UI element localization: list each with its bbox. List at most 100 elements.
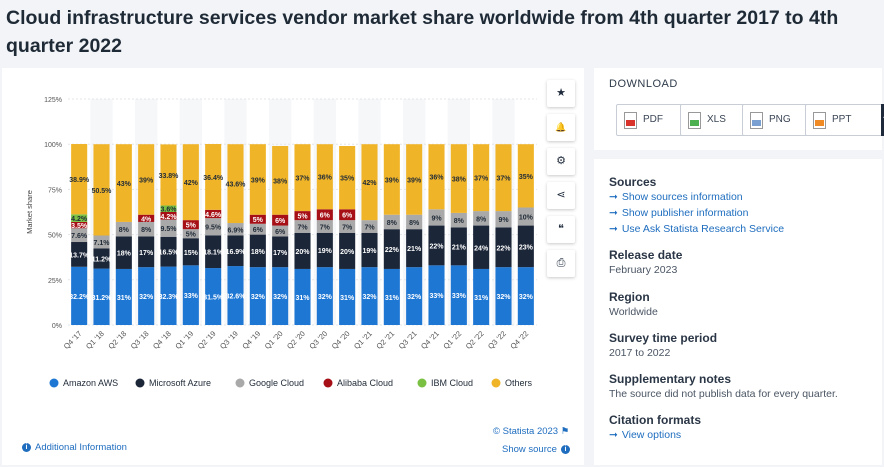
additional-information-link[interactable]: i Additional Information xyxy=(18,442,127,453)
bar-segment xyxy=(517,207,534,226)
share-icon[interactable]: ⋖ xyxy=(547,182,575,209)
bar-segment xyxy=(495,267,512,325)
bar-segment xyxy=(428,144,445,210)
data-label: 8% xyxy=(119,227,130,234)
star-icon[interactable]: ★ xyxy=(547,80,575,107)
bar-segment xyxy=(138,144,155,215)
y-tick-label: 25% xyxy=(48,278,62,285)
data-label: 22% xyxy=(429,243,444,250)
download-ppt-button[interactable]: PPT + xyxy=(805,104,884,136)
show-publisher-link[interactable]: ➞ Show publisher information xyxy=(609,207,748,219)
data-label: 6% xyxy=(275,229,286,236)
x-tick-label: Q3 '19 xyxy=(218,329,240,351)
data-label: 5% xyxy=(253,217,264,224)
bell-icon[interactable]: 🔔 xyxy=(547,114,575,141)
bar-segment xyxy=(205,144,222,210)
data-label: 39% xyxy=(139,177,154,184)
data-label: 38% xyxy=(452,177,467,184)
data-label: 36.4% xyxy=(203,175,224,182)
data-label: 9% xyxy=(498,217,509,224)
bar-segment xyxy=(93,144,110,236)
ask-research-link[interactable]: ➞ Use Ask Statista Research Service xyxy=(609,223,784,235)
bar-segment xyxy=(205,268,222,325)
show-sources-link[interactable]: ➞ Show sources information xyxy=(609,191,743,203)
data-label: 20% xyxy=(295,249,310,256)
bar-segment xyxy=(316,209,333,221)
bar-segment xyxy=(316,267,333,325)
info-icon: i xyxy=(22,442,31,452)
chart-card: 0% 25% 50% 75% 100% 125% Market share 32.2% 13.7… xyxy=(2,68,584,465)
data-label: 5% xyxy=(186,223,197,230)
bar-segment xyxy=(182,220,199,230)
data-label: 20% xyxy=(340,249,355,256)
data-label: 21% xyxy=(452,244,467,251)
data-label: 6% xyxy=(253,227,264,234)
arrow-right-icon: ➞ xyxy=(609,191,618,203)
legend-marker xyxy=(417,378,427,388)
bar-segment xyxy=(450,212,467,228)
data-label: 36% xyxy=(318,175,333,182)
data-label: 33% xyxy=(452,293,467,300)
info-icon: i xyxy=(560,444,570,454)
bar-segment xyxy=(227,235,244,267)
data-label: 32% xyxy=(273,294,288,301)
supplementary-notes-heading: Supplementary notes xyxy=(609,372,732,386)
quote-icon[interactable]: ❝ xyxy=(547,216,575,243)
bar-segment xyxy=(294,220,311,233)
bar-segment xyxy=(316,220,333,233)
x-tick-label: Q2 '21 xyxy=(374,329,396,351)
bar-segment xyxy=(160,205,177,212)
bar-segment xyxy=(205,218,222,236)
bar-segment xyxy=(182,229,199,239)
data-label: 36% xyxy=(429,175,444,182)
bar-segment xyxy=(406,229,423,268)
data-label: 32% xyxy=(251,294,266,301)
data-label: 17% xyxy=(273,250,288,257)
show-publisher-label: Show publisher information xyxy=(621,207,749,219)
data-label: 6% xyxy=(342,213,353,220)
region-heading: Region xyxy=(609,290,650,304)
data-label: 10% xyxy=(519,215,534,222)
data-label: 32% xyxy=(496,294,511,301)
data-label: 39% xyxy=(407,177,422,184)
data-label: 42% xyxy=(184,180,199,187)
data-label: 6.9% xyxy=(228,227,245,234)
data-label: 22% xyxy=(496,245,511,252)
x-tick-label: Q2 '20 xyxy=(285,329,307,351)
bar-segment xyxy=(93,235,110,249)
gear-icon[interactable]: ⚙ xyxy=(547,148,575,175)
show-source-link[interactable]: Show source i xyxy=(502,444,574,455)
data-label: 16.5% xyxy=(159,250,180,257)
data-label: 7% xyxy=(320,224,331,231)
xls-file-icon xyxy=(688,112,701,129)
region-value: Worldwide xyxy=(609,306,658,318)
data-label: 43.6% xyxy=(226,182,247,189)
data-label: 21% xyxy=(407,246,422,253)
data-label: 31% xyxy=(474,295,489,302)
copyright-link[interactable]: © Statista 2023 ⚑ xyxy=(493,426,569,437)
view-options-link[interactable]: ➞ View options xyxy=(609,429,681,441)
data-label: 18% xyxy=(117,251,132,258)
bar-segment xyxy=(517,225,534,268)
bar-segment xyxy=(249,144,266,215)
x-tick-label: Q4 '21 xyxy=(419,329,441,351)
data-label: 32.2% xyxy=(69,294,90,301)
view-options-label: View options xyxy=(621,429,682,441)
bar-segment xyxy=(205,209,222,219)
bar-segment xyxy=(383,214,400,230)
data-label: 7% xyxy=(364,224,375,231)
bar-segment xyxy=(71,221,88,229)
supplementary-notes-value: The source did not publish data for ever… xyxy=(609,388,838,400)
bar-segment xyxy=(294,268,311,325)
data-label: 24% xyxy=(474,245,489,252)
ppt-button-body[interactable]: PPT xyxy=(805,104,884,136)
x-tick-label: Q4 '17 xyxy=(62,329,84,351)
pdf-file-icon xyxy=(624,112,637,129)
bar-segment xyxy=(361,220,378,233)
bar-segment xyxy=(294,211,311,221)
arrow-right-icon: ➞ xyxy=(609,429,618,441)
bar-segment xyxy=(428,225,445,266)
ask-research-label: Use Ask Statista Research Service xyxy=(621,223,785,235)
data-label: 33% xyxy=(429,293,444,300)
print-icon[interactable]: ⎙ xyxy=(547,250,575,277)
